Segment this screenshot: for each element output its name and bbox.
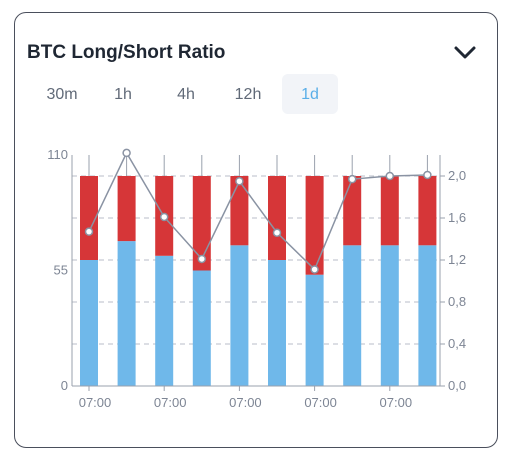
bar-long [343, 245, 362, 386]
ratio-point [122, 148, 131, 158]
ratio-point [385, 171, 395, 181]
bar-short [343, 176, 362, 246]
bar-long [117, 241, 136, 386]
y-right-tick-label: 2,0 [448, 168, 466, 183]
x-tick-label: 07:00 [79, 395, 112, 410]
ratio-point [423, 170, 432, 180]
ratio-point [159, 212, 169, 222]
ratio-point [347, 174, 357, 184]
bar-long [418, 245, 437, 386]
bar-short [192, 176, 211, 271]
chevron-down-icon[interactable] [452, 42, 478, 64]
y-right-tick-label: 1,6 [448, 210, 466, 225]
y-right-tick-label: 0,0 [448, 378, 466, 393]
tab-1h[interactable]: 1h [114, 86, 132, 103]
bar-long [380, 245, 399, 386]
bar-long [192, 270, 211, 386]
y-right-tick-label: 1,2 [448, 252, 466, 267]
bar-short [305, 176, 324, 275]
card-title: BTC Long/Short Ratio [27, 42, 226, 63]
y-right-tick-label: 0,4 [448, 336, 466, 351]
bar-long [268, 260, 286, 386]
tab-1d[interactable]: 1d [282, 74, 338, 114]
y-left-tick-label: 0 [61, 378, 68, 393]
ratio-point [197, 254, 207, 264]
bar-short [268, 176, 286, 260]
ratio-point [310, 265, 319, 274]
bar-long [230, 245, 249, 386]
tab-12h[interactable]: 12h [234, 86, 262, 103]
ratio-point [84, 227, 94, 236]
x-tick-label: 07:00 [380, 395, 413, 410]
ratio-point [235, 177, 244, 186]
bar-long [305, 274, 324, 386]
y-left-tick-label: 55 [54, 263, 68, 278]
y-left-tick-label: 110 [47, 147, 68, 162]
ratio-point [272, 228, 282, 237]
tab-30m[interactable]: 30m [46, 86, 78, 103]
x-tick-label: 07:00 [154, 395, 187, 410]
bar-short [117, 176, 136, 242]
bar-long [155, 255, 174, 386]
bar-short [230, 176, 249, 246]
ratio-line [88, 151, 428, 271]
bar-long [80, 260, 98, 386]
bar-short [418, 176, 437, 246]
bar-short [80, 176, 98, 260]
tab-4h[interactable]: 4h [177, 86, 195, 103]
bar-short [380, 176, 399, 246]
y-right-tick-label: 0,8 [448, 294, 466, 309]
x-tick-label: 07:00 [229, 395, 262, 410]
x-tick-label: 07:00 [304, 395, 337, 410]
